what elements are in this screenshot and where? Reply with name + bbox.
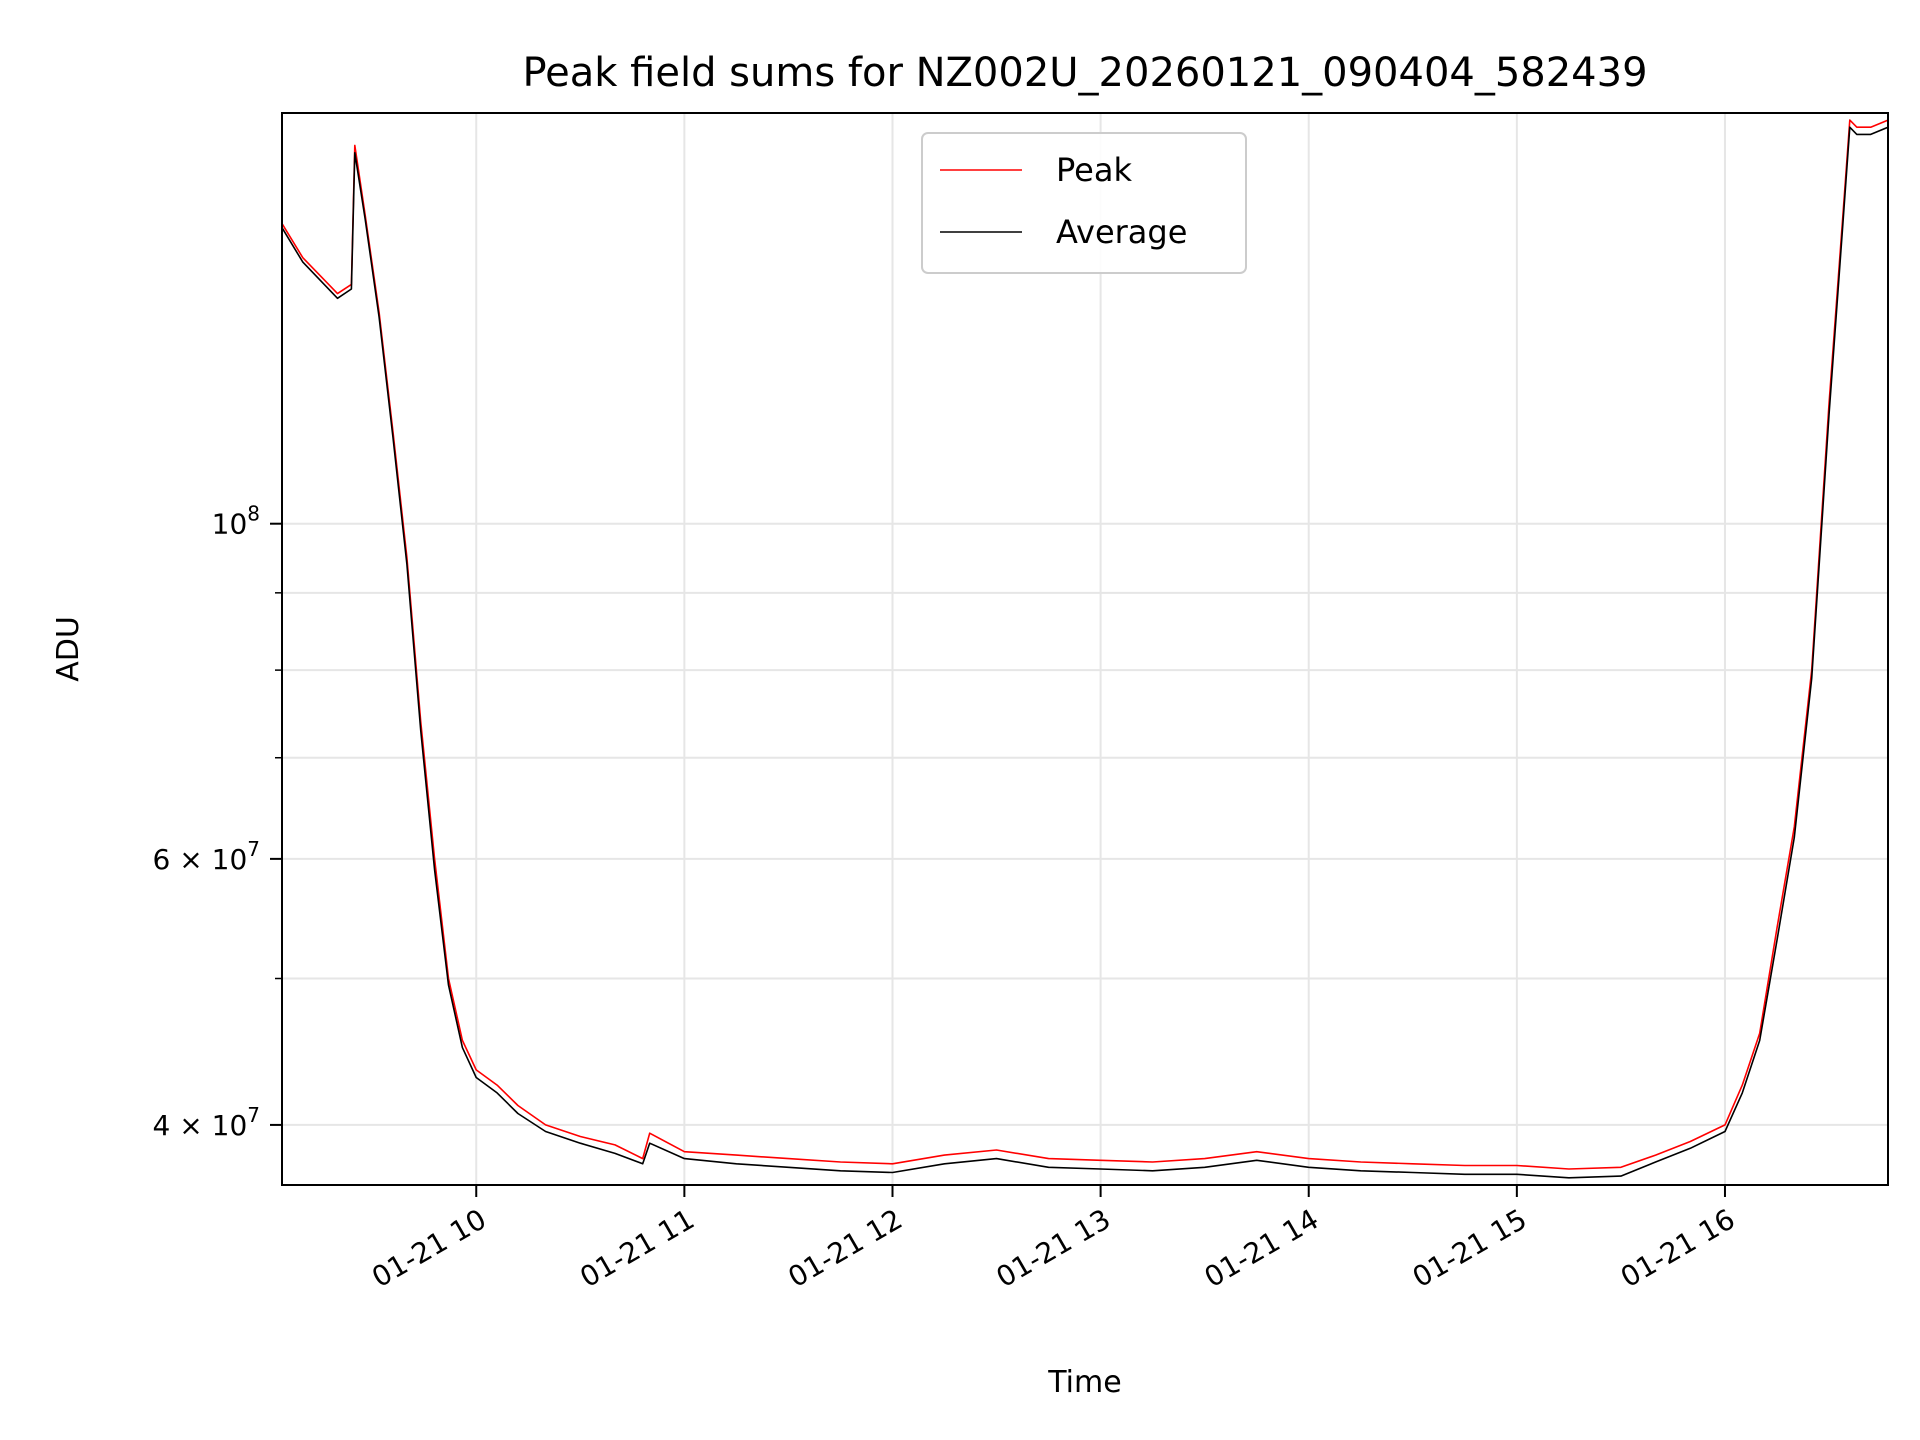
series-line-average <box>281 126 1889 1179</box>
legend-box <box>921 132 1247 274</box>
plot-frame <box>281 112 1889 1186</box>
y-tick-base: 6 × 10 <box>153 843 248 876</box>
y-tick-base: 4 × 10 <box>153 1109 248 1142</box>
chart-title: Peak field sums for NZ002U_20260121_0904… <box>522 50 1647 96</box>
y-tick-label: 4 × 107 <box>153 1103 260 1142</box>
y-tick-label: 108 <box>212 502 260 541</box>
y-tick-label: 6 × 107 <box>153 837 260 876</box>
x-axis-title: Time <box>1047 1365 1121 1400</box>
legend-label-average: Average <box>1056 213 1187 251</box>
y-tick-exponent: 8 <box>247 502 260 526</box>
y-tick-base: 10 <box>212 508 248 541</box>
series-layer <box>281 119 1889 1179</box>
legend-label-peak: Peak <box>1056 151 1132 189</box>
y-tick-exponent: 7 <box>247 1103 260 1127</box>
y-tick-exponent: 7 <box>247 837 260 861</box>
y-axis-title: ADU <box>51 616 86 682</box>
legend: Peak Average <box>921 132 1247 274</box>
grid <box>282 113 1888 1185</box>
